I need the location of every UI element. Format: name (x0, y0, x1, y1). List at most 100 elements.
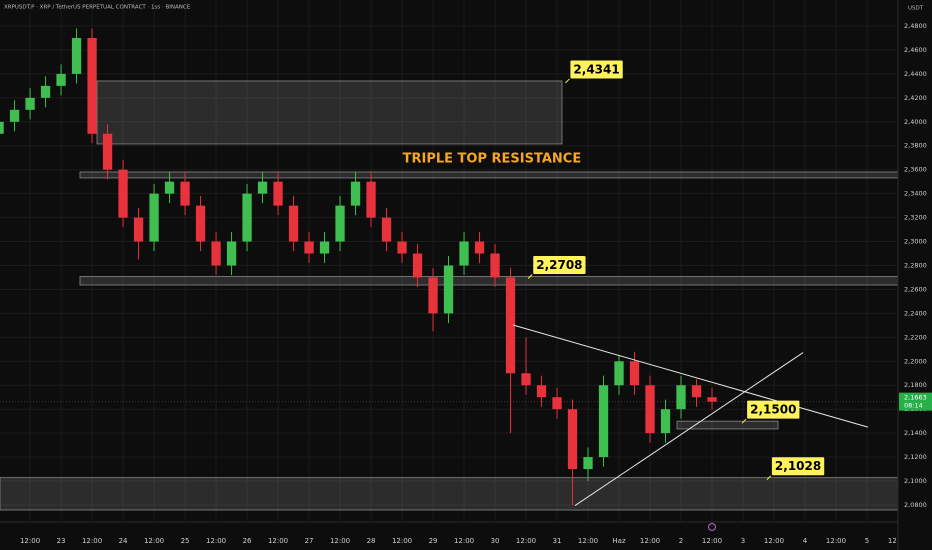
candle-body (521, 373, 531, 386)
currency-label: USDT (908, 6, 924, 12)
x-tick-label: Haz (612, 537, 626, 545)
y-tick-label: 2,2400 (904, 309, 927, 317)
candle-body (660, 409, 671, 434)
x-tick-label: 12:00 (578, 537, 598, 545)
candle-body (645, 385, 655, 434)
price-label: 2,4341 (565, 60, 623, 84)
price-label: 2,1028 (766, 457, 825, 481)
y-tick-label: 2,3800 (904, 142, 927, 150)
y-tick-label: 2,1000 (904, 477, 927, 485)
candle-body (25, 97, 35, 110)
candle-body (56, 73, 66, 86)
price-label-text: 2,2708 (536, 258, 582, 272)
candle-body (257, 181, 268, 194)
x-tick-label: 3 (741, 537, 745, 545)
countdown-text: 08:14 (904, 402, 923, 410)
y-tick-label: 2,3600 (904, 166, 927, 174)
y-tick-label: 2,4200 (904, 94, 927, 102)
y-tick-label: 2,3000 (904, 238, 927, 246)
x-tick-label: 12:00 (392, 537, 412, 545)
candle-body (180, 181, 190, 206)
x-tick-label: 25 (181, 537, 190, 545)
candle-body (304, 241, 314, 254)
candle-body (691, 385, 702, 398)
y-tick-label: 2,2800 (904, 261, 927, 269)
candle-body (490, 253, 500, 278)
y-tick-label: 2,2000 (904, 357, 927, 365)
trendline (512, 324, 869, 428)
candle-body (71, 37, 82, 74)
price-label-pointer (565, 78, 570, 84)
x-tick-label: 12:00 (330, 537, 350, 545)
price-label-box (771, 457, 825, 476)
candle-body (505, 277, 516, 374)
candle-body (428, 277, 438, 314)
candle-body (319, 241, 330, 254)
candle-body (335, 205, 345, 242)
candle-body (552, 397, 562, 410)
y-tick-label: 2,1400 (904, 429, 927, 437)
x-tick-label: 12:00 (454, 537, 474, 545)
x-tick-label: 12:00 (516, 537, 536, 545)
x-tick-label: 29 (429, 537, 438, 545)
x-tick-label: 2 (679, 537, 683, 545)
x-tick-label: 12:00 (20, 537, 40, 545)
zone (79, 171, 898, 179)
price-label-box (747, 400, 800, 419)
y-tick-label: 2,2600 (904, 285, 927, 293)
x-tick-label: 23 (57, 537, 66, 545)
y-tick-label: 2,2200 (904, 333, 927, 341)
y-tick-label: 2,1800 (904, 381, 927, 389)
candle-body (226, 241, 237, 266)
y-tick-label: 2,0800 (904, 501, 927, 509)
axes: 2,08002,10002,12002,14002,16002,18002,20… (899, 22, 932, 509)
x-tick-label: 12:00 (764, 537, 784, 545)
candle-body (707, 397, 717, 402)
candle-body (676, 385, 686, 410)
y-tick-label: 2,1200 (904, 453, 927, 461)
y-tick-label: 2,4000 (904, 118, 927, 126)
x-tick-label: 5 (865, 537, 869, 545)
x-tick-label: 4 (803, 537, 808, 545)
price-label-box (533, 256, 586, 275)
candle-body (412, 253, 423, 278)
price-label-pointer (741, 418, 747, 424)
x-tick-label: 31 (553, 537, 562, 545)
zone (79, 276, 898, 286)
price-label-text: 2,1500 (750, 403, 796, 417)
x-tick-label: 12:00 (888, 537, 908, 545)
candle-body (118, 169, 128, 218)
candle-body (273, 181, 283, 206)
candle-body (9, 109, 20, 122)
candle-body (381, 217, 392, 242)
last-price-tag (899, 392, 932, 411)
x-tick-label: 27 (305, 537, 314, 545)
candle-body (242, 193, 252, 242)
candle-body (133, 217, 144, 242)
candle-body (350, 181, 361, 206)
x-tick-label: 12:00 (702, 537, 722, 545)
symbol-header: XRPUSDT.P · XRP / TetherUS PERPETUAL CON… (4, 5, 191, 11)
x-tick-label: 12:00 (268, 537, 288, 545)
candle-body (443, 265, 454, 314)
price-label-pointer (527, 274, 533, 279)
trendline (574, 352, 804, 507)
x-tick-label: 26 (243, 537, 252, 545)
candle-body (0, 121, 4, 134)
x-tick-label: 12:00 (82, 537, 102, 545)
candle-body (474, 241, 485, 254)
candle-body (567, 409, 578, 470)
candle-body (149, 193, 159, 242)
price-label-text: 2,4341 (573, 62, 619, 76)
last-price-text: 2,1663 (904, 394, 927, 402)
price-axis (898, 0, 932, 550)
x-tick-label: 12:00 (144, 537, 164, 545)
candle-body (629, 361, 640, 386)
candle-body (536, 385, 547, 398)
candle-body (102, 133, 113, 170)
y-tick-label: 2,3400 (904, 190, 927, 198)
candle-body (87, 37, 97, 134)
candle-body (40, 85, 51, 98)
candle-body (598, 385, 609, 458)
